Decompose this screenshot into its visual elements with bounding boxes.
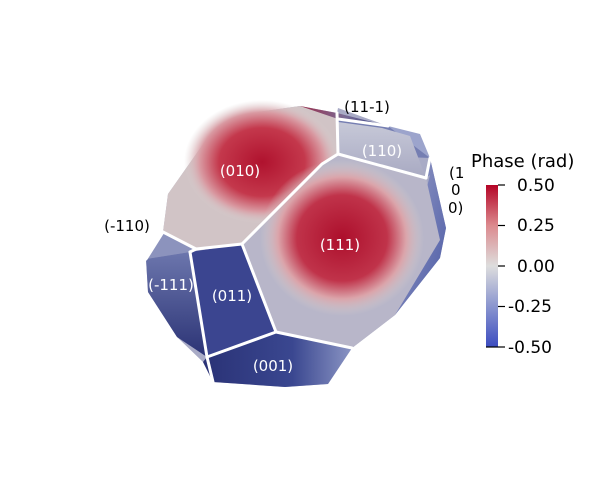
label-010: (010) — [220, 162, 260, 180]
facet-110 — [338, 122, 426, 178]
label-side-part1: (1 — [449, 164, 464, 182]
label-11-1: (11-1) — [344, 98, 390, 116]
label-110: (110) — [362, 142, 402, 160]
facet-minus111 — [146, 252, 207, 357]
colorbar-gradient — [486, 185, 498, 347]
label-001: (001) — [253, 357, 293, 375]
colorbar: Phase (rad) 0.50 0.25 0.00 -0.25 -0.50 — [471, 151, 574, 358]
hot-spot-111 — [260, 160, 424, 316]
label-minus110: (-110) — [104, 217, 150, 235]
label-side-part2: 0 — [451, 181, 461, 199]
colorbar-tick-marks — [486, 184, 505, 348]
facet-011 — [190, 244, 276, 357]
facet-top-strip — [300, 106, 388, 126]
facet-edges — [144, 111, 432, 384]
facet-minus110 — [146, 232, 196, 259]
label-minus111: (-111) — [148, 276, 194, 294]
colorbar-tick-label-5: -0.50 — [508, 338, 552, 358]
colorbar-title: Phase (rad) — [471, 151, 574, 172]
colorbar-tick-label-2: 0.25 — [517, 216, 555, 236]
label-111: (111) — [320, 236, 360, 254]
colorbar-tick-label-4: -0.25 — [508, 297, 552, 317]
label-011: (011) — [212, 287, 252, 305]
colorbar-tick-label-1: 0.50 — [517, 176, 555, 196]
label-side-part3: 0) — [448, 199, 463, 217]
colorbar-tick-label-3: 0.00 — [517, 257, 555, 277]
crystal-shape — [144, 100, 446, 387]
